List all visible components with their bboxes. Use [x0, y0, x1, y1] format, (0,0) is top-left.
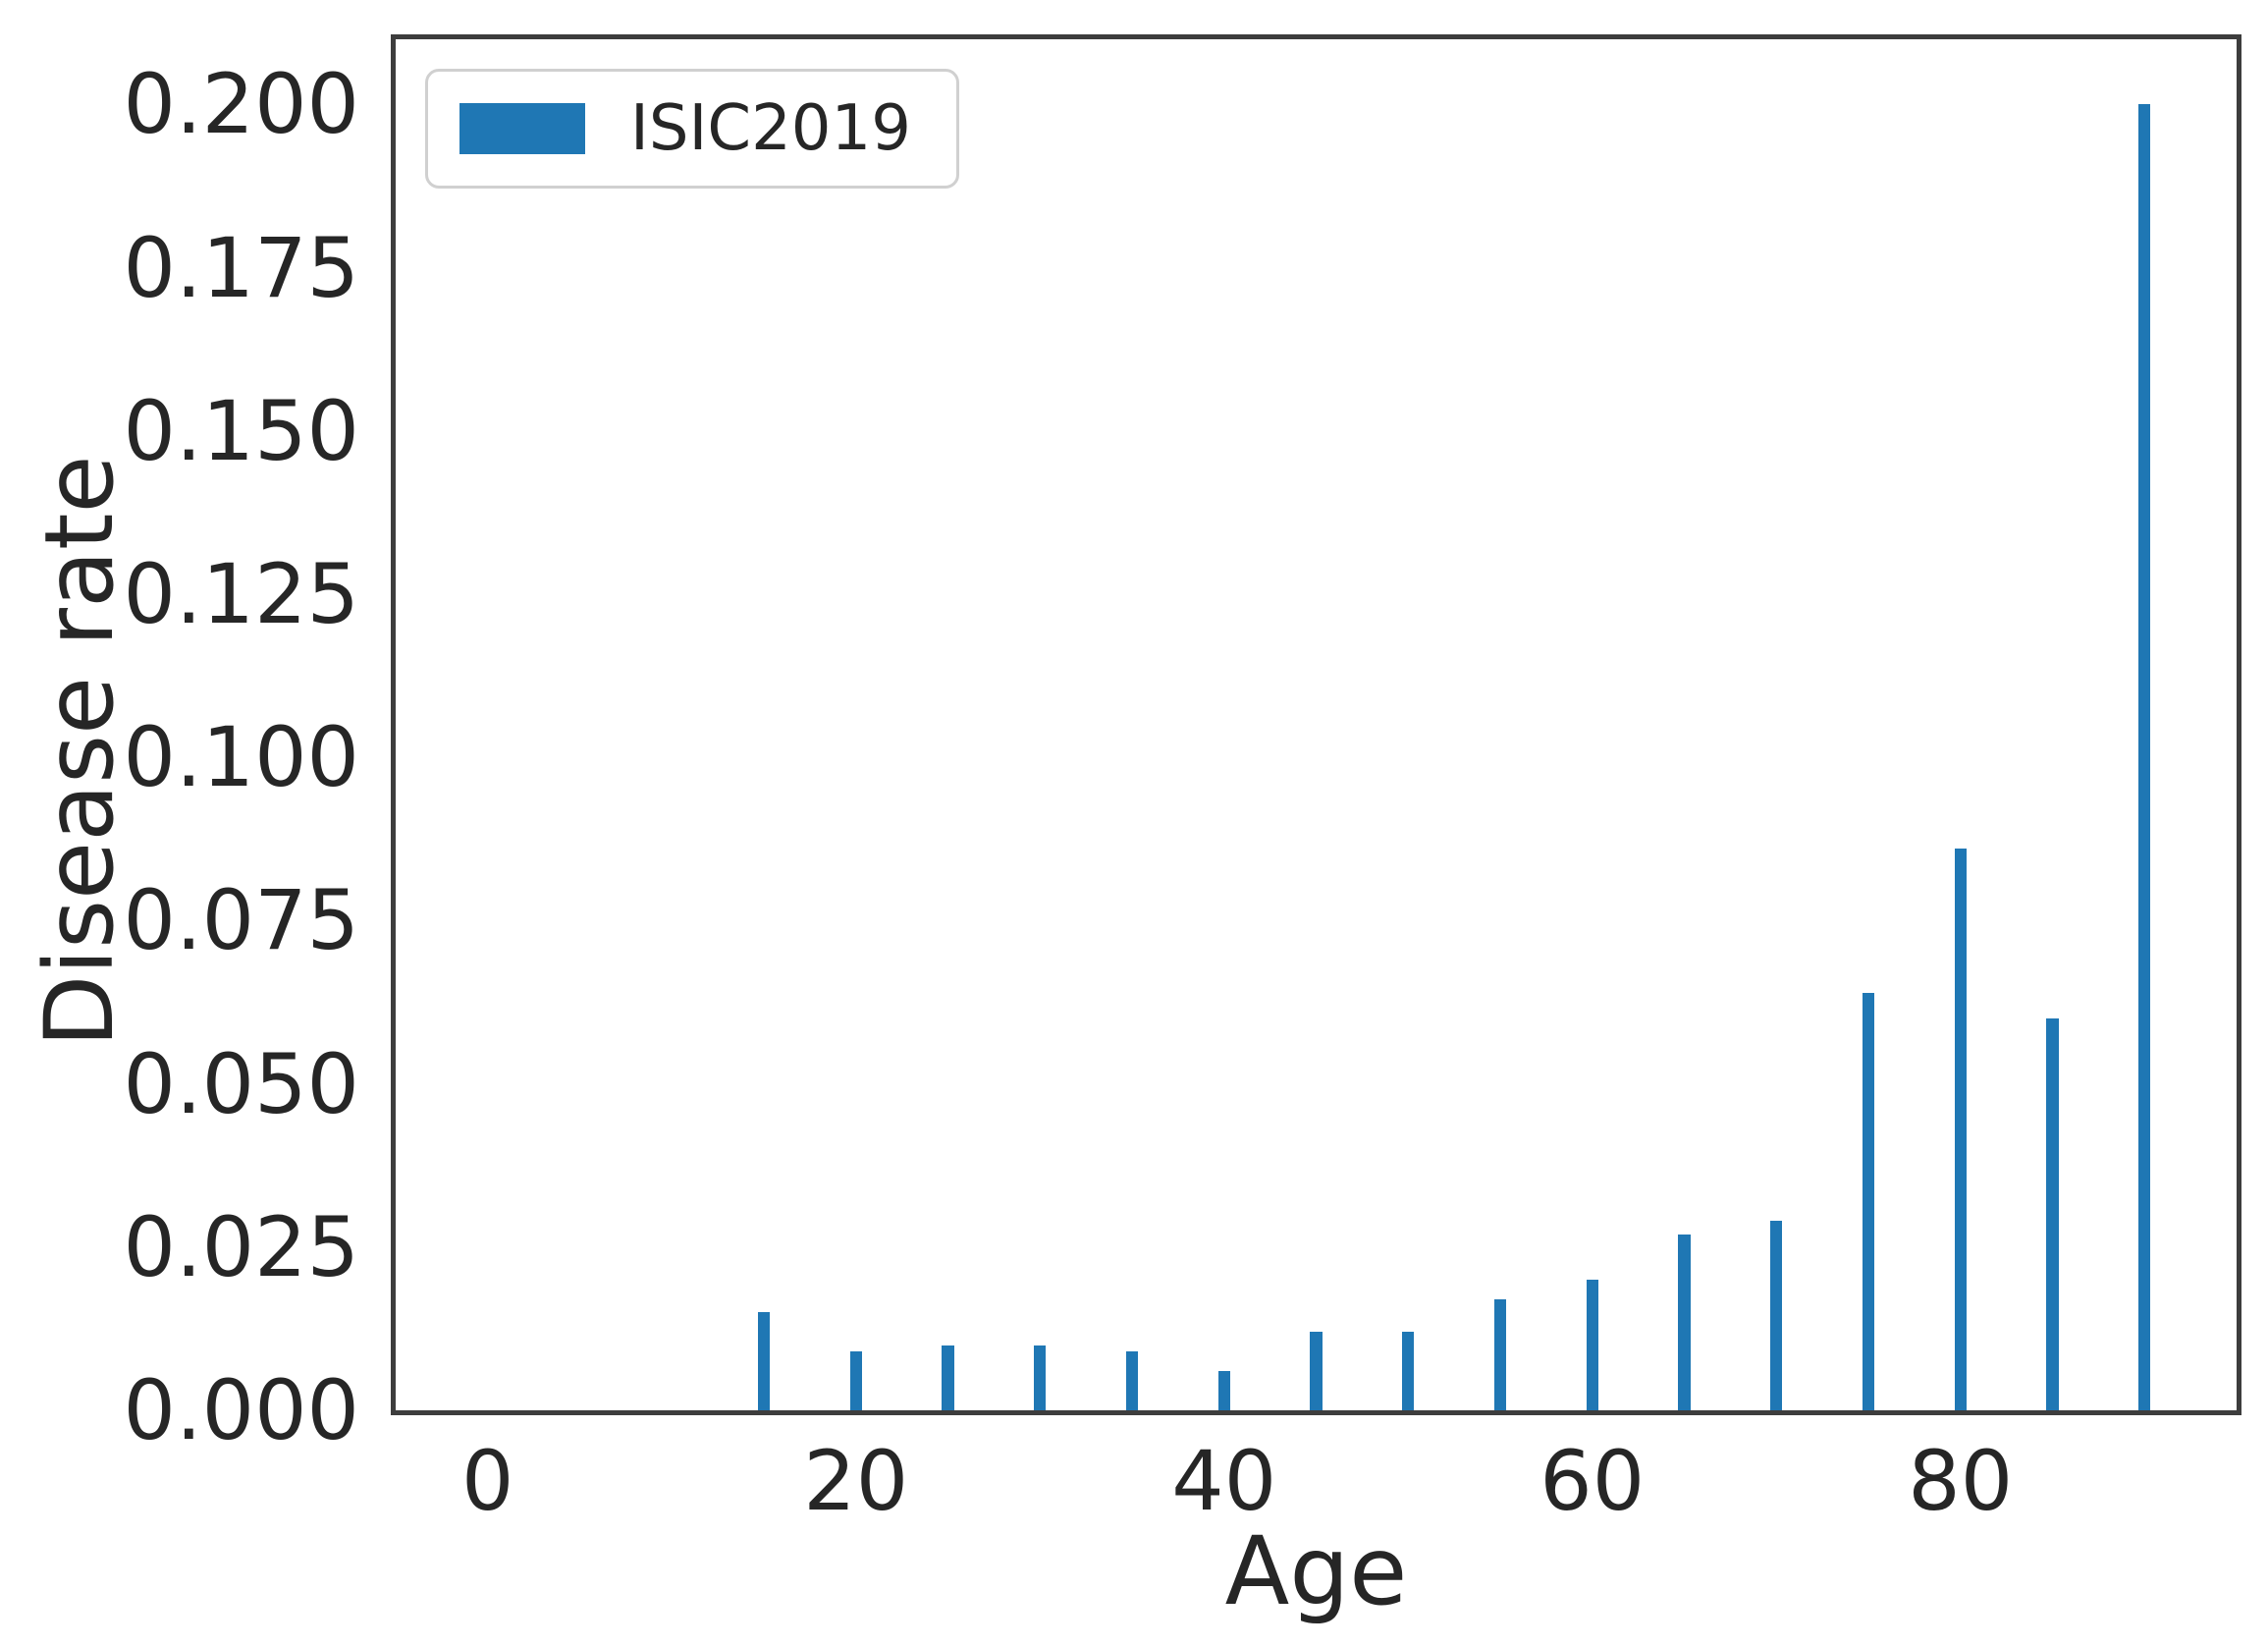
x-tick-label-40: 40: [1171, 1433, 1277, 1529]
plot-area: ISIC2019: [391, 34, 2241, 1415]
x-tick-label-80: 80: [1908, 1433, 2014, 1529]
x-tick-label-20: 20: [803, 1433, 909, 1529]
bar-age-90: [2138, 104, 2151, 1410]
bar-age-50: [1402, 1332, 1415, 1410]
bar-age-35: [1125, 1351, 1139, 1410]
y-tick-label-0.025: 0.025: [123, 1198, 359, 1295]
bar-age-70: [1770, 1221, 1783, 1410]
y-tick-label-0.100: 0.100: [123, 709, 359, 806]
bar-age-40: [1217, 1371, 1230, 1410]
bar-age-20: [849, 1351, 862, 1410]
y-tick-label-0.200: 0.200: [123, 56, 359, 153]
y-tick-label-0.175: 0.175: [123, 219, 359, 316]
y-tick-label-0.000: 0.000: [123, 1362, 359, 1458]
legend: ISIC2019: [425, 69, 959, 189]
bar-age-55: [1493, 1298, 1507, 1410]
bar-age-65: [1678, 1234, 1691, 1410]
y-tick-label-0.075: 0.075: [123, 872, 359, 969]
x-tick-label-60: 60: [1539, 1433, 1646, 1529]
bar-age-75: [1862, 992, 1875, 1410]
bar-age-85: [2046, 1018, 2059, 1410]
x-tick-label-0: 0: [461, 1433, 514, 1529]
legend-swatch: [459, 103, 585, 154]
bar-age-25: [942, 1345, 954, 1410]
bar-age-30: [1034, 1345, 1047, 1410]
y-tick-label-0.150: 0.150: [123, 382, 359, 479]
x-axis-title: Age: [1224, 1516, 1408, 1626]
y-tick-label-0.125: 0.125: [123, 546, 359, 643]
legend-label: ISIC2019: [630, 92, 911, 165]
y-tick-label-0.050: 0.050: [123, 1035, 359, 1132]
bar-age-80: [1954, 849, 1967, 1410]
bar-age-45: [1310, 1332, 1323, 1410]
bar-age-60: [1586, 1280, 1598, 1410]
bar-age-15: [757, 1312, 771, 1410]
bars-layer: [396, 39, 2237, 1410]
